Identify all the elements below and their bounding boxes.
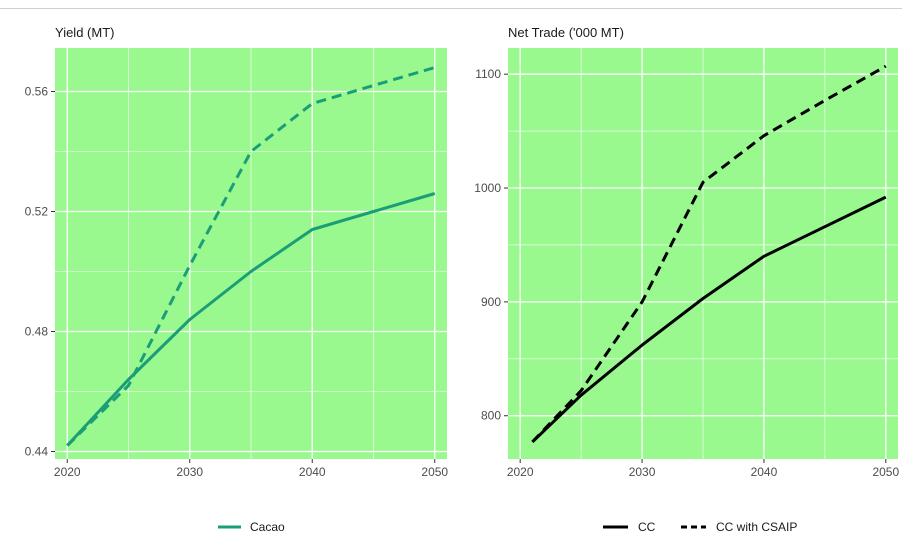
y-axis-tick-label: 0.52 xyxy=(25,205,49,219)
y-axis-tick-label: 900 xyxy=(481,295,501,309)
x-axis-tick-label: 2040 xyxy=(299,465,326,479)
legend-label-cc-with-csaip: CC with CSAIP xyxy=(716,520,797,534)
yield-series-line-dashed xyxy=(66,66,436,447)
x-axis-tick-label: 2040 xyxy=(751,465,778,479)
net-trade-legend: CC CC with CSAIP xyxy=(603,520,797,534)
y-axis-tick-label: 0.56 xyxy=(25,85,49,99)
net-trade-plot-area: 2020 2030 2040 2050 800 900 1000 1100 xyxy=(474,48,899,479)
yield-chart: Yield (MT) 2020 2030 2040 2050 0.44 0.48 0.52 0… xyxy=(25,25,449,534)
x-axis-tick-label: 2020 xyxy=(54,465,81,479)
net-trade-chart-title: Net Trade ('000 MT) xyxy=(508,25,624,40)
y-axis-tick-label: 1000 xyxy=(474,181,501,195)
y-axis-tick-label: 1100 xyxy=(475,67,501,81)
y-axis-tick-label: 0.44 xyxy=(25,445,49,459)
x-axis-tick-label: 2050 xyxy=(872,465,899,479)
net-trade-chart: Net Trade ('000 MT) 2020 2030 2040 2050 800 9… xyxy=(474,25,899,534)
net-trade-series-line-cc xyxy=(531,195,887,443)
yield-chart-title: Yield (MT) xyxy=(55,25,114,40)
x-axis-tick-label: 2020 xyxy=(507,465,534,479)
y-axis-tick-label: 800 xyxy=(481,409,501,423)
yield-plot-area: 2020 2030 2040 2050 0.44 0.48 0.52 0.56 xyxy=(25,48,448,479)
x-axis-tick-label: 2030 xyxy=(176,465,203,479)
legend-label-cc: CC xyxy=(638,520,656,534)
yield-legend: Cacao xyxy=(218,520,285,534)
top-divider xyxy=(0,8,902,9)
legend-label-cacao: Cacao xyxy=(250,520,285,534)
x-axis-tick-label: 2030 xyxy=(629,465,656,479)
yield-series-line-cacao xyxy=(66,192,436,447)
net-trade-series-line-cc-with-csaip xyxy=(531,64,887,443)
x-axis-tick-label: 2050 xyxy=(421,465,448,479)
y-axis-tick-label: 0.48 xyxy=(25,325,49,339)
